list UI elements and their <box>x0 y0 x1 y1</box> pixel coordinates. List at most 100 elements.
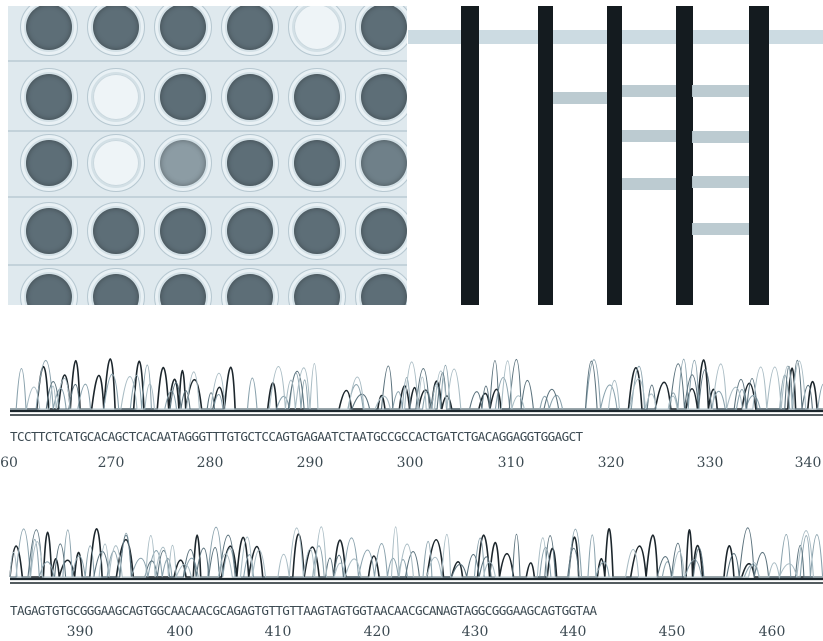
well-contents <box>26 208 72 254</box>
well-contents <box>26 6 72 50</box>
well-contents <box>361 74 407 120</box>
test-band <box>622 130 676 142</box>
chromatogram-trace <box>9 526 823 579</box>
well <box>288 68 346 126</box>
well <box>221 134 279 192</box>
well <box>221 68 279 126</box>
plate-divider <box>8 264 407 266</box>
well <box>221 202 279 260</box>
sequencing-chromatogram: TCCTTCTCATGCACAGCTCACAATAGGGTTTGTGCTCCAG… <box>0 315 823 641</box>
well <box>355 134 407 192</box>
test-strip <box>676 6 693 305</box>
well-contents <box>294 6 340 50</box>
well-contents <box>227 140 273 186</box>
position-label: 310 <box>497 455 525 471</box>
test-band <box>692 131 749 143</box>
well-contents <box>294 74 340 120</box>
test-strip <box>749 6 769 305</box>
well <box>87 202 145 260</box>
test-band <box>692 85 749 97</box>
well-contents <box>160 140 206 186</box>
position-label: 320 <box>597 455 625 471</box>
well-contents <box>160 6 206 50</box>
chromatogram-traces <box>9 358 823 584</box>
well <box>221 268 279 305</box>
well-contents <box>227 274 273 305</box>
well-contents <box>93 6 139 50</box>
position-label: 60 <box>0 455 18 471</box>
well-contents <box>361 274 407 305</box>
well <box>87 68 145 126</box>
position-label: 390 <box>66 624 94 640</box>
chromatogram-trace <box>10 527 820 578</box>
well <box>154 6 212 56</box>
position-label: 460 <box>758 624 786 640</box>
position-label: 280 <box>196 455 224 471</box>
well-contents <box>26 140 72 186</box>
position-label: 430 <box>461 624 489 640</box>
well <box>20 202 78 260</box>
well-contents <box>26 74 72 120</box>
position-label: 290 <box>296 455 324 471</box>
well-contents <box>227 6 273 50</box>
well-contents <box>227 208 273 254</box>
well <box>154 202 212 260</box>
well-contents <box>361 140 407 186</box>
position-label: 450 <box>658 624 686 640</box>
plate-divider <box>8 60 407 62</box>
well <box>20 134 78 192</box>
test-strip <box>607 6 622 305</box>
plate-divider <box>8 196 407 198</box>
position-label: 420 <box>363 624 391 640</box>
well <box>154 134 212 192</box>
well-contents <box>160 208 206 254</box>
test-band <box>692 223 749 235</box>
well <box>355 202 407 260</box>
well <box>221 6 279 56</box>
test-band <box>622 178 676 190</box>
well <box>154 68 212 126</box>
well <box>355 268 407 305</box>
sequence-row-1: TCCTTCTCATGCACAGCTCACAATAGGGTTTGTGCTCCAG… <box>10 429 583 444</box>
test-band <box>622 85 676 97</box>
well-contents <box>361 6 407 50</box>
position-label: 400 <box>166 624 194 640</box>
well-contents <box>294 140 340 186</box>
well-contents <box>227 74 273 120</box>
position-label: 410 <box>264 624 292 640</box>
well <box>355 6 407 56</box>
plate-divider <box>8 130 407 132</box>
well <box>20 268 78 305</box>
test-band <box>553 92 607 104</box>
position-label: 300 <box>396 455 424 471</box>
well <box>154 268 212 305</box>
well-contents <box>93 140 139 186</box>
well <box>20 68 78 126</box>
well <box>87 134 145 192</box>
chromatogram-trace <box>10 360 823 410</box>
well <box>87 6 145 56</box>
well-contents <box>160 74 206 120</box>
well-plate-photo <box>8 6 407 305</box>
position-label: 340 <box>794 455 822 471</box>
sequence-row-2: TAGAGTGTGCGGGAAGCAGTGGCAACAACGCAGAGTGTTG… <box>10 603 597 618</box>
position-label: 330 <box>696 455 724 471</box>
test-band <box>692 176 749 188</box>
test-strip <box>461 6 479 305</box>
test-strips-photo <box>408 0 823 305</box>
well <box>288 6 346 56</box>
position-label: 440 <box>559 624 587 640</box>
well-contents <box>93 274 139 305</box>
test-strip <box>538 6 553 305</box>
well <box>355 68 407 126</box>
well <box>288 134 346 192</box>
well-contents <box>361 208 407 254</box>
well <box>87 268 145 305</box>
well-contents <box>294 274 340 305</box>
well-contents <box>26 274 72 305</box>
well <box>288 202 346 260</box>
well <box>20 6 78 56</box>
well-contents <box>160 274 206 305</box>
well-contents <box>294 208 340 254</box>
well <box>288 268 346 305</box>
